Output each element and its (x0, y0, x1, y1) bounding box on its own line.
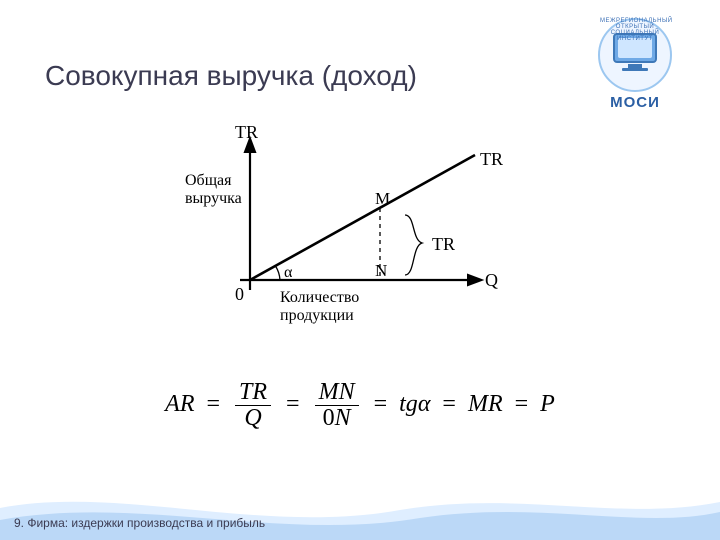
side-label-1: Общая (185, 172, 232, 189)
f-frac2: MN 0N (315, 380, 359, 431)
revenue-chart: TR Q 0 TR M N α TR Общая выручка Количес… (180, 120, 540, 340)
point-n-label: N (375, 261, 387, 280)
x-caption-1: Количество (280, 289, 359, 306)
x-caption-2: продукции (280, 307, 354, 324)
f-frac1: TR Q (235, 380, 271, 431)
f-p: P (540, 391, 555, 417)
slide: Совокупная выручка (доход) МЕЖРЕГИОНАЛЬН… (0, 0, 720, 540)
formula: AR = TR Q = MN 0N = tgα = MR = P (0, 380, 720, 431)
f-mr: MR (468, 391, 503, 417)
point-m-label: M (375, 189, 390, 208)
logo-text: МОСИ (580, 94, 690, 111)
x-axis-label: Q (485, 270, 498, 290)
logo: МЕЖРЕГИОНАЛЬНЫЙ ОТКРЫТЫЙ СОЦИАЛЬНЫЙ ИНСТ… (580, 18, 690, 111)
logo-circle: МЕЖРЕГИОНАЛЬНЫЙ ОТКРЫТЫЙ СОЦИАЛЬНЫЙ ИНСТ… (598, 18, 672, 92)
footer-text: 9. Фирма: издержки производства и прибыл… (14, 516, 265, 530)
bottom-wave (0, 480, 720, 540)
page-title: Совокупная выручка (доход) (45, 60, 417, 92)
side-label-2: выручка (185, 190, 242, 207)
logo-arc-text: МЕЖРЕГИОНАЛЬНЫЙ ОТКРЫТЫЙ СОЦИАЛЬНЫЙ ИНСТ… (600, 18, 670, 42)
f-tg: tg (399, 391, 418, 417)
tr-line-label: TR (480, 149, 503, 169)
y-axis-label: TR (235, 122, 258, 142)
brace-label: TR (432, 234, 455, 254)
origin-label: 0 (235, 284, 244, 304)
f-lhs: AR (165, 391, 194, 417)
angle-label: α (284, 264, 293, 281)
